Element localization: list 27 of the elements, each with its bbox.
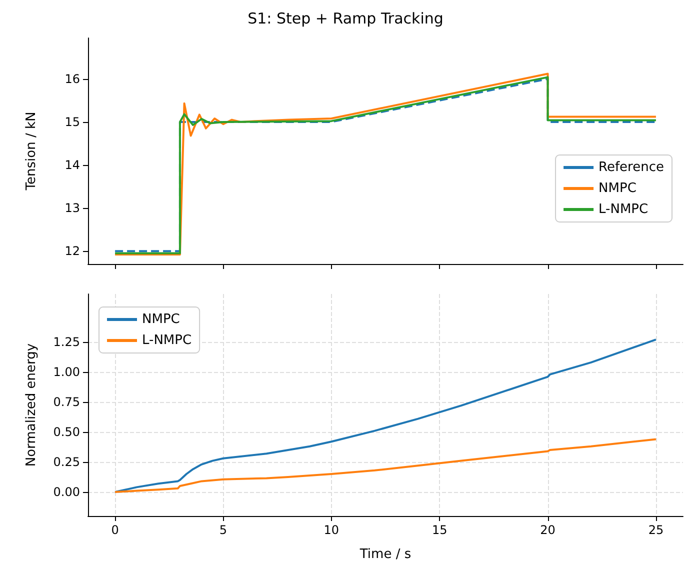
y-tick-label: 15 xyxy=(64,114,80,129)
chart-title: S1: Step + Ramp Tracking xyxy=(248,10,444,28)
x-axis-title: Time / s xyxy=(358,547,412,562)
y-tick-label: 12 xyxy=(64,244,80,258)
y-tick-label: 0.50 xyxy=(53,425,80,439)
legend-label: Reference xyxy=(598,160,664,175)
y-axis-title: Normalized energy xyxy=(24,343,39,467)
y-tick-label: 0.75 xyxy=(53,395,80,409)
line-series xyxy=(114,438,657,493)
y-tick-label: 13 xyxy=(64,201,80,216)
x-tick-label: 10 xyxy=(324,523,340,537)
y-tick-label: 0.25 xyxy=(53,455,80,469)
y-tick-label: 14 xyxy=(64,158,80,172)
y-tick-label: 16 xyxy=(64,72,80,86)
x-tick-label: 15 xyxy=(432,523,448,537)
legend-label: L-NMPC xyxy=(142,333,192,348)
legend-label: NMPC xyxy=(598,181,636,196)
legend-label: NMPC xyxy=(142,312,180,327)
y-tick-label: 1.00 xyxy=(53,365,80,379)
x-tick-label: 25 xyxy=(648,523,664,537)
x-tick-label: 5 xyxy=(219,523,228,537)
legend-label: L-NMPC xyxy=(598,202,648,217)
y-tick-label: 0.00 xyxy=(53,485,80,499)
y-axis-title: Tension / kN xyxy=(24,112,39,192)
x-tick-label: 0 xyxy=(111,523,119,537)
y-tick-label: 1.25 xyxy=(53,335,80,349)
x-tick-label: 20 xyxy=(540,523,556,537)
